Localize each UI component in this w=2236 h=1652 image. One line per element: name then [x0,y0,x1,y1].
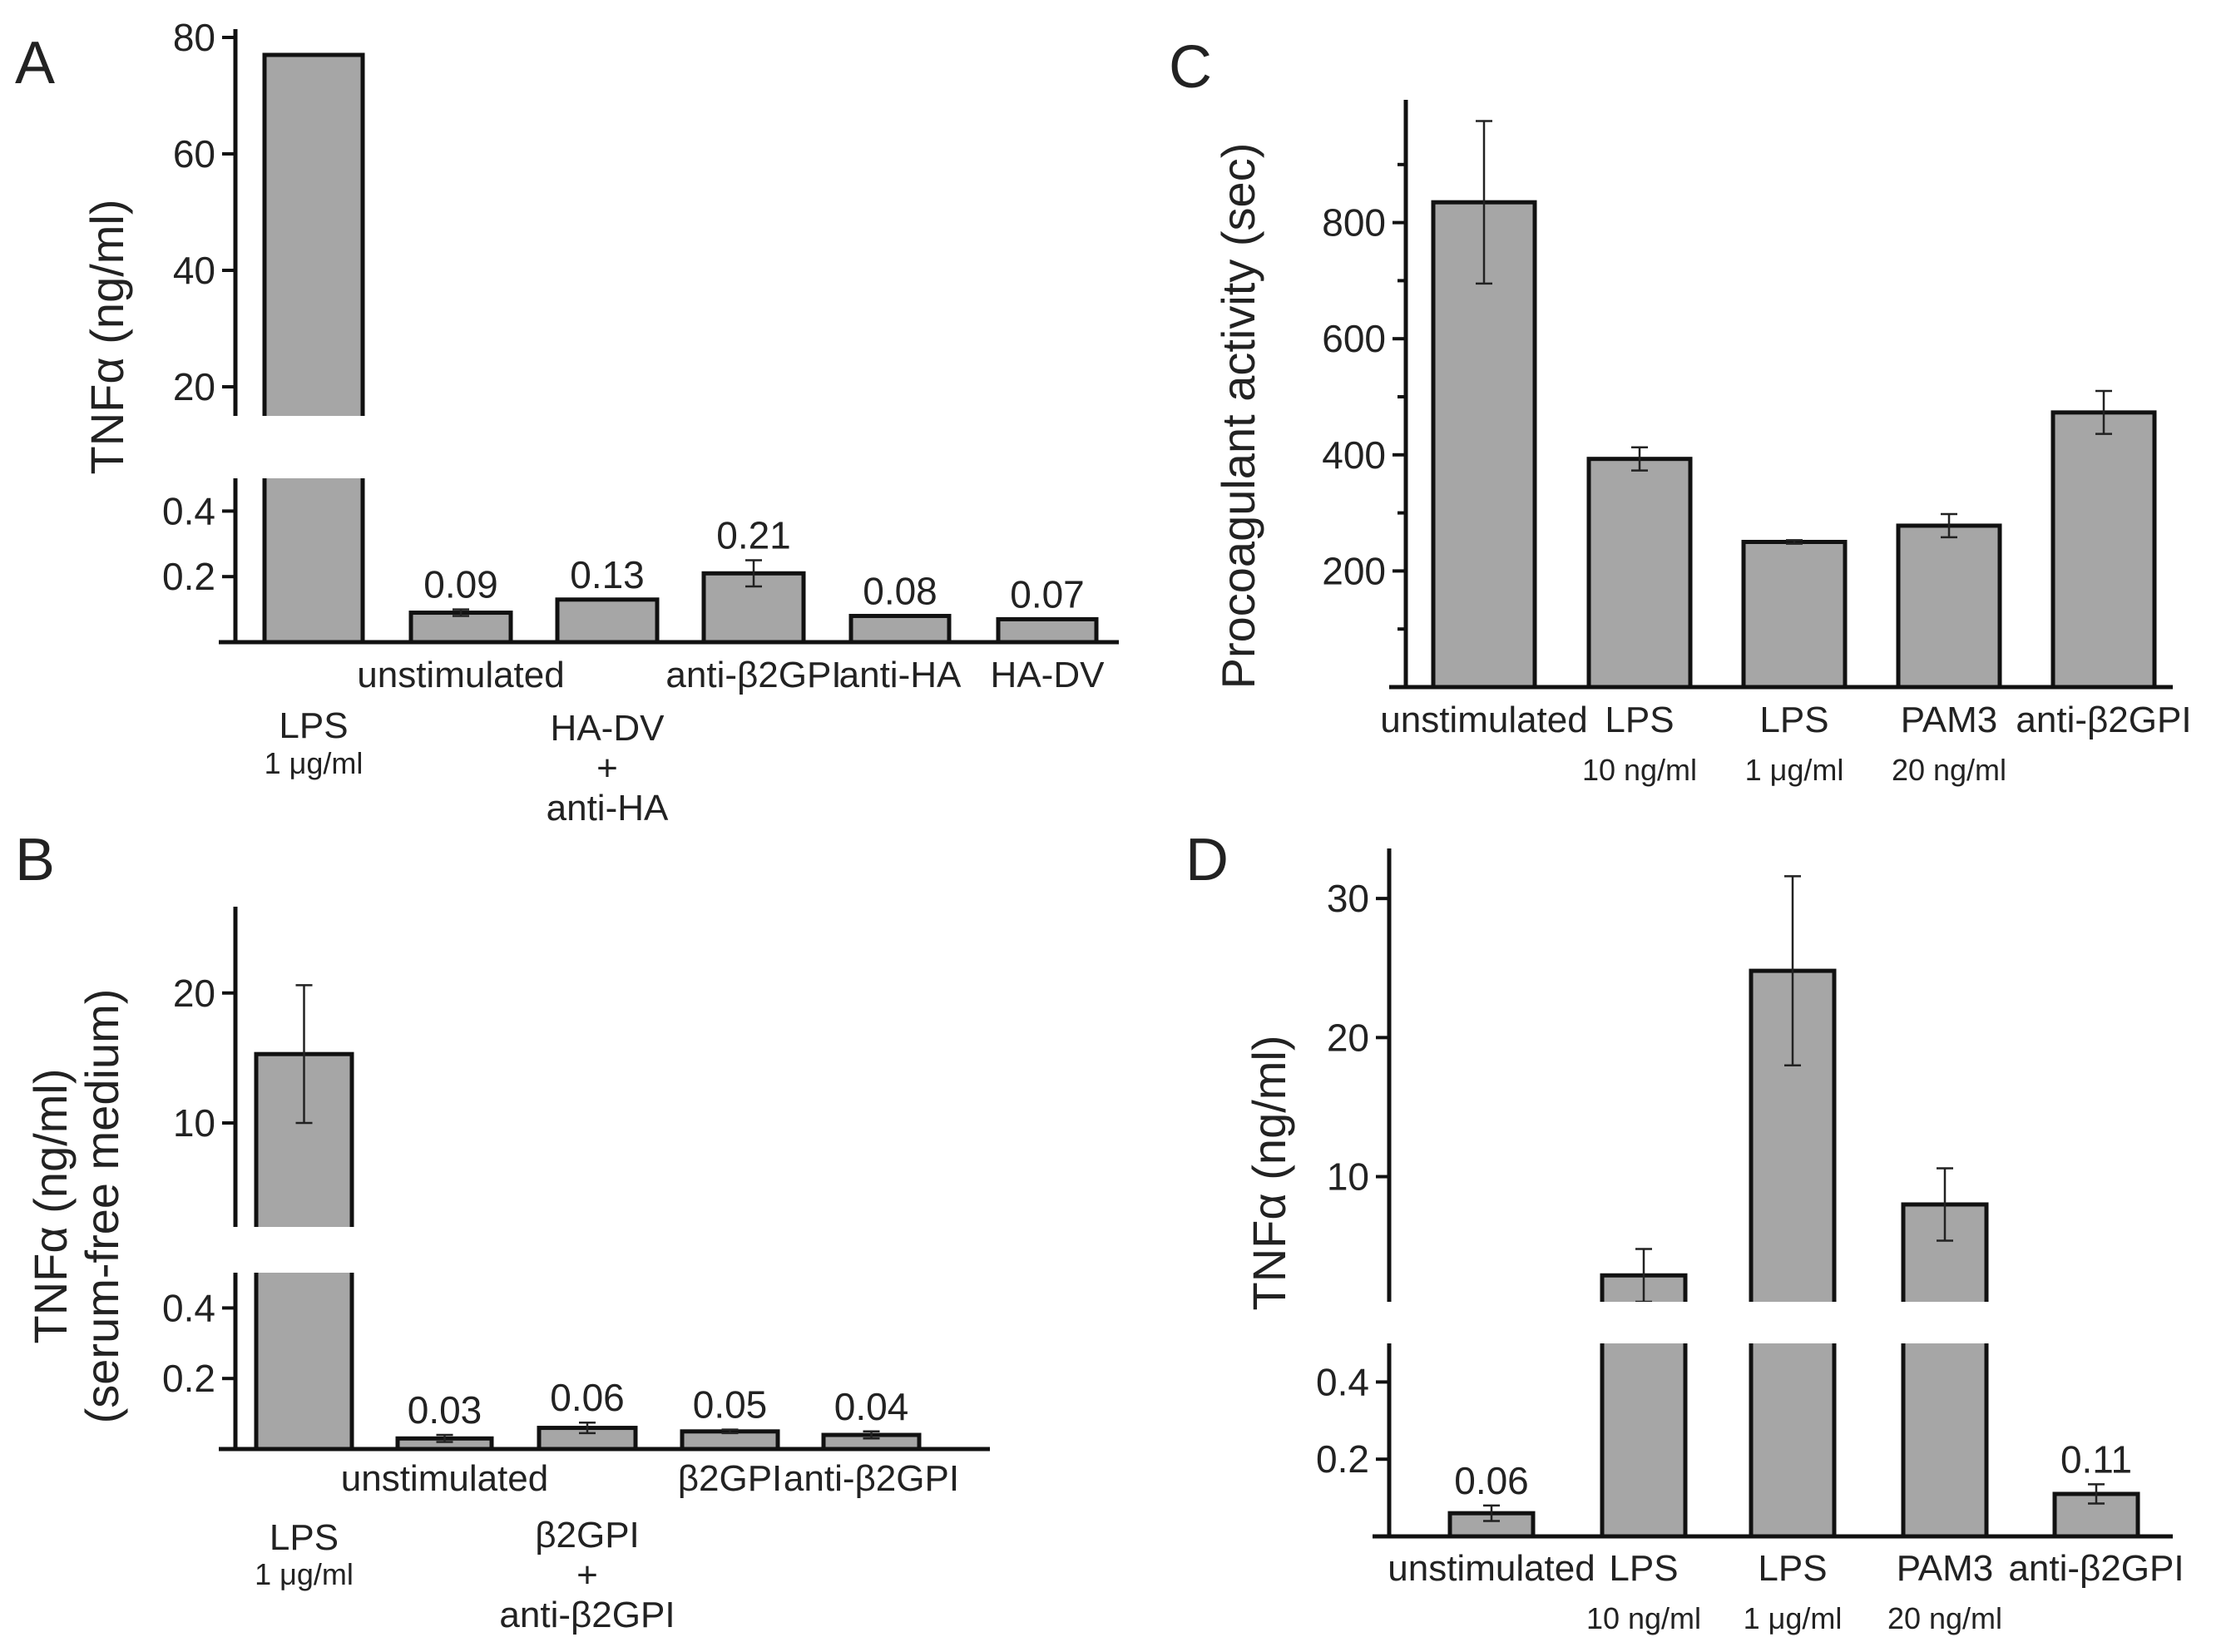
y-tick-label: 20 [173,972,215,1015]
y-tick-label: 200 [1322,549,1386,592]
y-tick-label: 0.4 [1316,1360,1369,1403]
category-label: LPS [1609,1548,1678,1589]
category-label: anti-β2GPI [499,1595,675,1635]
value-label: 0.05 [693,1383,768,1427]
category-label: anti-β2GPI [2008,1548,2184,1589]
y-tick-label: 0.4 [162,1286,215,1329]
value-label: 0.21 [716,514,791,557]
category-label: unstimulated [1388,1548,1595,1589]
category-label: PAM3 [1901,700,1998,740]
bar [408,611,513,645]
axis-break [219,416,1119,478]
y-axis-label: TNFα (ng/ml) [1243,1035,1295,1310]
y-axis-label: TNFα (ng/ml) [81,199,133,474]
y-tick-label: 800 [1322,201,1386,245]
y-tick-label: 0.4 [162,489,215,532]
y-tick-label: 10 [1327,1155,1369,1199]
bar [1586,457,1693,690]
y-tick-label: 80 [173,16,215,59]
category-label: LPS [270,1517,339,1558]
category-label: β2GPI [678,1458,783,1499]
value-label: 0.06 [550,1376,625,1419]
axis-break [1373,1302,2173,1343]
bar [1896,523,2002,690]
category-label: unstimulated [357,655,564,695]
category-sublabel: 1 μg/ml [265,746,364,780]
category-label: HA-DV [991,655,1106,695]
category-label: + [596,748,618,789]
panel-a: A TNFα (ng/ml) 0.09 0.13 0.21 0.08 0.07 0.2 0.4 2… [15,16,1119,828]
y-axis-label-line: TNFα (ng/ml) [1243,1035,1295,1310]
y-tick-label: 20 [173,365,215,408]
value-label: 0.09 [423,563,498,606]
panel-label: B [15,827,55,893]
bar [848,613,952,645]
axis-break [219,1227,990,1273]
category-label: LPS [279,705,348,746]
y-tick-label: 10 [173,1101,215,1145]
panel-d: D TNFα (ng/ml) 0.06 0.11 0.2 0.4 10 20 30 unstimu… [1185,827,2184,1635]
category-label: LPS [1759,700,1828,740]
category-sublabel: 10 ng/ml [1582,753,1697,787]
y-tick-label: 60 [173,132,215,176]
panel-label: C [1169,34,1212,101]
y-axis-label-line: TNFα (ng/ml) [81,199,133,474]
value-label: 0.07 [1010,572,1085,616]
y-tick-label: 0.2 [1316,1437,1369,1481]
bar [1741,540,1848,690]
bar [2050,410,2157,690]
y-axis-label: Procoagulant activity (sec) [1212,143,1264,690]
category-label: anti-β2GPI [784,1458,959,1499]
category-sublabel: 20 ng/ml [1887,1601,2002,1635]
y-tick-label: 30 [1327,877,1369,920]
y-axis-label-line: Procoagulant activity (sec) [1212,143,1264,690]
y-tick-label: 0.2 [162,555,215,598]
value-label: 0.11 [2060,1437,2132,1481]
value-label: 0.03 [408,1388,482,1432]
category-label: LPS [1605,700,1674,740]
category-label: unstimulated [1380,700,1587,740]
category-label: + [576,1555,598,1595]
category-label: anti-HA [547,788,669,828]
value-label: 0.13 [570,553,645,596]
y-tick-label: 20 [1327,1016,1369,1059]
category-sublabel: 1 μg/ml [1744,1601,1843,1635]
category-sublabel: 20 ng/ml [1892,753,2006,787]
panel-label: D [1185,827,1229,893]
value-label: 0.06 [1454,1459,1529,1502]
category-label: LPS [1758,1548,1827,1589]
category-label: β2GPI [535,1515,640,1556]
category-label: PAM3 [1897,1548,1994,1589]
category-sublabel: 1 μg/ml [1745,753,1844,787]
category-label: HA-DV [551,708,665,749]
y-tick-label: 0.2 [162,1357,215,1400]
y-axis-label-line: (serum-free medium) [76,989,128,1424]
y-axis-label: TNFα (ng/ml)(serum-free medium) [24,989,128,1424]
category-label: unstimulated [341,1458,548,1499]
value-label: 0.08 [863,569,937,612]
bar [1901,1202,1989,1539]
bar [555,597,660,645]
y-tick-label: 400 [1322,433,1386,477]
value-label: 0.04 [834,1385,909,1428]
bar [262,52,365,645]
category-sublabel: 10 ng/ml [1586,1601,1701,1635]
y-tick-label: 40 [173,249,215,292]
category-label: anti-β2GPI [2016,700,2191,740]
y-tick-label: 600 [1322,317,1386,360]
panel-label: A [15,30,55,96]
category-sublabel: 1 μg/ml [255,1557,354,1591]
category-label: anti-HA [839,655,962,695]
panel-b: B TNFα (ng/ml)(serum-free medium) 0.03 0.06… [15,827,990,1635]
category-label: anti-β2GPI [665,655,841,695]
y-axis-label-line: TNFα (ng/ml) [24,1068,77,1343]
bar [996,616,1099,645]
